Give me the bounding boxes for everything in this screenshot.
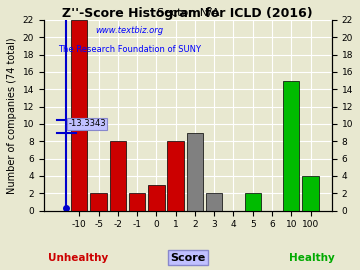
Bar xyxy=(129,193,145,211)
Bar xyxy=(148,185,165,211)
Text: www.textbiz.org: www.textbiz.org xyxy=(96,26,164,35)
Title: Z''-Score Histogram for ICLD (2016): Z''-Score Histogram for ICLD (2016) xyxy=(63,7,313,20)
Bar xyxy=(71,20,87,211)
Text: -13.3343: -13.3343 xyxy=(68,119,106,129)
Bar xyxy=(110,141,126,211)
Y-axis label: Number of companies (74 total): Number of companies (74 total) xyxy=(7,37,17,194)
Bar xyxy=(90,193,107,211)
Text: The Research Foundation of SUNY: The Research Foundation of SUNY xyxy=(58,45,201,54)
Bar xyxy=(283,81,300,211)
Text: Healthy: Healthy xyxy=(289,252,334,262)
Bar xyxy=(167,141,184,211)
Text: Unhealthy: Unhealthy xyxy=(48,252,108,262)
Bar xyxy=(187,133,203,211)
Bar xyxy=(206,193,222,211)
Text: Sector: N/A: Sector: N/A xyxy=(157,8,219,18)
Bar xyxy=(302,176,319,211)
Text: Score: Score xyxy=(170,252,206,262)
Bar xyxy=(244,193,261,211)
